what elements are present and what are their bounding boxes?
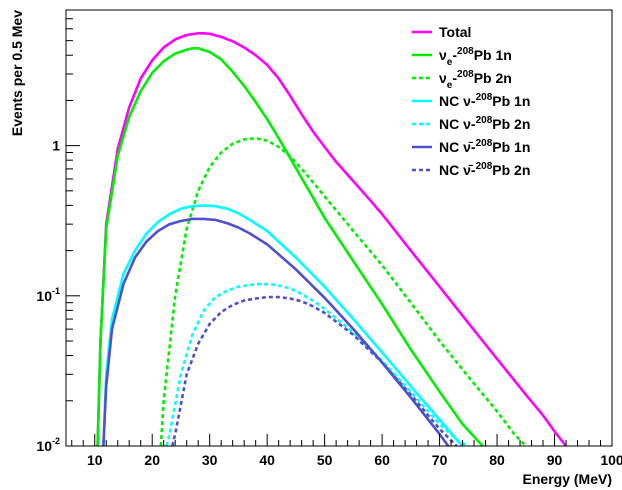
x-tick-label: 40 xyxy=(259,452,275,468)
x-tick-label: 30 xyxy=(202,452,218,468)
series-line-5 xyxy=(102,217,450,447)
series-layer xyxy=(96,31,568,448)
x-axis-title: Energy (MeV) xyxy=(523,471,612,487)
series-line-4 xyxy=(165,282,469,448)
plot-frame xyxy=(65,9,613,447)
y-tick-label: 10-2 xyxy=(36,436,60,454)
legend-label-0: Total xyxy=(439,24,471,40)
x-tick-label: 60 xyxy=(374,452,390,468)
y-tick-label: 10-1 xyxy=(36,286,60,304)
x-tick-label: 80 xyxy=(489,452,505,468)
series-line-0 xyxy=(96,31,568,447)
x-tick-label: 20 xyxy=(144,452,160,468)
legend-label-2: νe-208Pb 2n xyxy=(439,69,512,91)
series-line-3 xyxy=(102,204,464,447)
legend-label-1: νe-208Pb 1n xyxy=(439,46,512,68)
x-tick-label: 90 xyxy=(547,452,563,468)
legend-label-4: NC ν-208Pb 2n xyxy=(439,115,530,132)
legend-label-3: NC ν-208Pb 1n xyxy=(439,92,530,109)
series-line-2 xyxy=(159,136,527,447)
axis-layer: 10 20 30 40 50 60 70 80 90 100 10-2 10-1 1 xyxy=(36,9,622,468)
legend-label-5: NC ν̄-208Pb 1n xyxy=(439,138,530,155)
legend-label-6: NC ν̄-208Pb 2n xyxy=(439,161,530,178)
x-tick-label: 100 xyxy=(600,452,622,468)
series-line-1 xyxy=(96,47,484,447)
x-tick-label: 70 xyxy=(432,452,448,468)
x-tick-label: 50 xyxy=(317,452,333,468)
y-axis-title: Events per 0.5 Mev xyxy=(9,10,25,136)
y-tick-label: 1 xyxy=(52,138,60,154)
x-tick-label: 10 xyxy=(87,452,103,468)
series-line-6 xyxy=(171,295,458,447)
